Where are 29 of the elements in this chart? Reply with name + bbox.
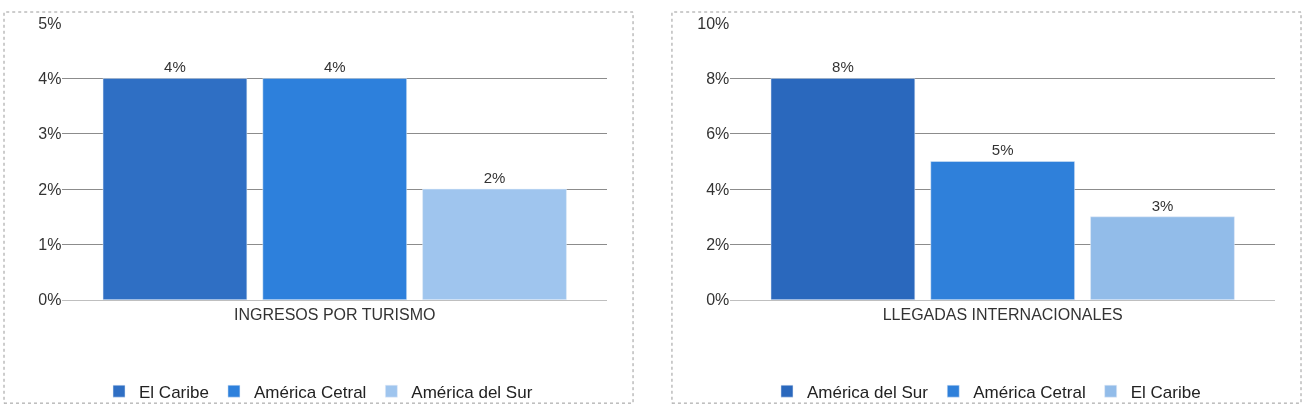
bar [770, 78, 916, 300]
legend-label: América del Sur [806, 382, 929, 402]
y-tick-label: 0% [706, 291, 730, 309]
y-tick-label: 10% [697, 14, 730, 32]
legend-label: El Caribe [1130, 382, 1201, 402]
y-tick-label: 4% [706, 180, 730, 198]
y-tick-label: 0% [38, 291, 62, 309]
legend-label: América del Sur [411, 382, 533, 402]
x-tick-label: LLEGADAS INTERNACIONALES [882, 306, 1123, 324]
legend-label: América Cetral [253, 382, 367, 402]
data-label: 5% [991, 141, 1014, 159]
data-label: 4% [323, 58, 346, 76]
y-tick-label: 1% [38, 236, 62, 254]
bar [930, 161, 1075, 300]
x-tick-label: INGRESOS POR TURISMO [233, 306, 436, 324]
data-label: 2% [483, 169, 506, 187]
y-tick-label: 5% [38, 14, 62, 32]
bar [1090, 216, 1235, 300]
legend-label: América Cetral [973, 382, 1086, 402]
data-label: 8% [832, 58, 854, 76]
data-label: 3% [1151, 196, 1174, 214]
data-label: 4% [164, 58, 186, 76]
y-tick-label: 3% [38, 125, 62, 143]
y-tick-label: 4% [38, 70, 62, 88]
y-tick-label: 2% [706, 236, 730, 254]
y-tick-label: 8% [706, 70, 730, 88]
y-tick-label: 2% [38, 180, 62, 198]
legend-label: El Caribe [139, 382, 209, 402]
y-tick-label: 6% [706, 125, 730, 143]
